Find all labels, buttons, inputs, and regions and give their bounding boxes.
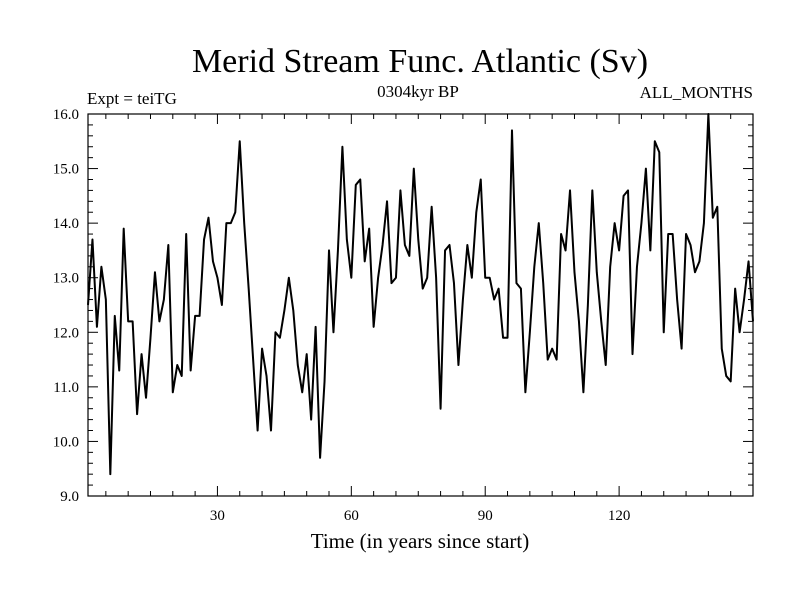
data-line — [87, 113, 754, 476]
chart-title: Merid Stream Func. Atlantic (Sv) — [192, 43, 648, 80]
x-tick-label: 30 — [210, 508, 225, 524]
subtitle-center: 0304kyr BP — [377, 82, 459, 101]
subtitle-left: Expt = teiTG — [87, 89, 177, 108]
y-tick-label: 14.0 — [53, 216, 79, 232]
x-axis-label: Time (in years since start) — [311, 529, 530, 553]
y-tick-label: 12.0 — [53, 325, 79, 341]
y-tick-label: 9.0 — [60, 489, 79, 505]
x-tick-label: 90 — [478, 508, 493, 524]
y-tick-label: 16.0 — [53, 107, 79, 123]
x-tick-label: 60 — [344, 508, 359, 524]
x-axis: 30 60 90 120 — [105, 114, 732, 524]
x-tick-label: 120 — [608, 508, 631, 524]
subtitle-right: ALL_MONTHS — [640, 83, 753, 102]
y-axis: 9.0 10.0 11.0 12.0 13.0 14.0 15.0 16.0 — [53, 107, 753, 505]
y-tick-label: 13.0 — [53, 271, 79, 287]
y-tick-label: 11.0 — [53, 380, 79, 396]
y-tick-label: 10.0 — [53, 434, 79, 450]
y-tick-label: 15.0 — [53, 162, 79, 178]
